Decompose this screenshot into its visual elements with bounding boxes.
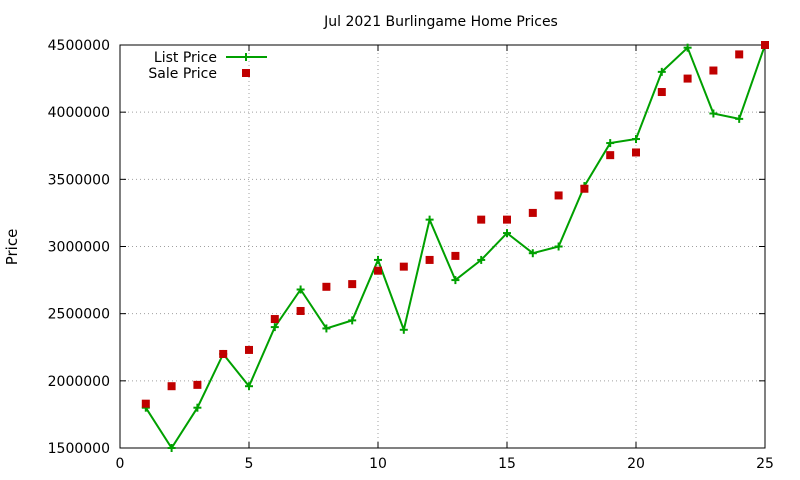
list-price-point (451, 276, 460, 285)
sale-price-point (709, 66, 718, 75)
grid-lines (120, 45, 765, 448)
sale-price-point (245, 345, 253, 354)
sale-price-point (348, 280, 357, 289)
y-tick-label: 3500000 (48, 172, 110, 188)
list-price-point (632, 135, 640, 144)
legend-swatch-marker (242, 53, 250, 61)
axes: 0 5 10 15 20 25 1500000 2000000 2500000 3000000 35… (48, 38, 774, 472)
sale-price-point (167, 382, 176, 391)
sale-price-point (657, 88, 666, 97)
y-axis-label: Price (3, 229, 21, 266)
list-price-point (193, 403, 202, 412)
list-price-point (554, 242, 563, 251)
list-price-point (245, 382, 253, 391)
y-tick-label: 4000000 (48, 105, 110, 121)
x-tick-label: 20 (627, 456, 645, 472)
sale-price-point (528, 208, 537, 217)
list-price-point (528, 249, 537, 258)
sale-price-point (296, 306, 305, 315)
legend-label: List Price (154, 50, 217, 66)
list-price-point (683, 43, 692, 52)
list-price-point (348, 316, 357, 325)
y-tick-label: 3000000 (48, 240, 110, 256)
list-price-point (270, 323, 279, 332)
list-price-point (399, 325, 408, 334)
x-tick-label: 25 (756, 456, 774, 472)
data-series (141, 41, 769, 452)
sale-price-point (554, 191, 563, 200)
list-price-point (503, 229, 511, 238)
x-tick-label: 10 (369, 456, 387, 472)
sale-price-point (425, 255, 434, 264)
x-tick-label: 15 (498, 456, 516, 472)
sale-price-point (683, 74, 692, 83)
list-price-point (322, 324, 331, 333)
list-price-point (167, 444, 176, 452)
legend-label: Sale Price (148, 66, 217, 82)
list-price-point (606, 139, 615, 148)
sale-price-point (632, 148, 640, 157)
sale-price-point (761, 41, 769, 49)
sale-price-point (374, 266, 382, 275)
sale-price-point (451, 251, 460, 260)
list-price-point (735, 114, 744, 123)
sale-price-point (219, 349, 228, 358)
y-tick-label: 1500000 (48, 441, 110, 457)
sale-price-point (270, 315, 279, 324)
chart-title: Jul 2021 Burlingame Home Prices (323, 14, 558, 30)
sale-price-series (141, 41, 769, 408)
sale-price-point (193, 380, 202, 389)
sale-price-point (477, 215, 486, 224)
sale-price-point (322, 282, 331, 291)
x-tick-label: 0 (116, 456, 125, 472)
list-price-point (296, 285, 305, 294)
sale-price-point (141, 399, 150, 408)
sale-price-point (580, 184, 589, 193)
list-price-point (374, 255, 382, 264)
y-tick-label: 4500000 (48, 38, 110, 54)
sale-price-point (503, 215, 511, 224)
y-tick-label: 2500000 (48, 307, 110, 323)
list-price-series (141, 41, 769, 452)
sale-price-point (399, 262, 408, 271)
list-price-point (657, 67, 666, 76)
sale-price-point (606, 151, 615, 160)
legend-swatch-marker (242, 69, 250, 77)
x-tick-label: 5 (245, 456, 254, 472)
y-tick-label: 2000000 (48, 374, 110, 390)
list-price-point (425, 215, 434, 224)
list-price-point (709, 109, 718, 118)
sale-price-point (735, 50, 744, 59)
list-price-point (477, 255, 486, 264)
